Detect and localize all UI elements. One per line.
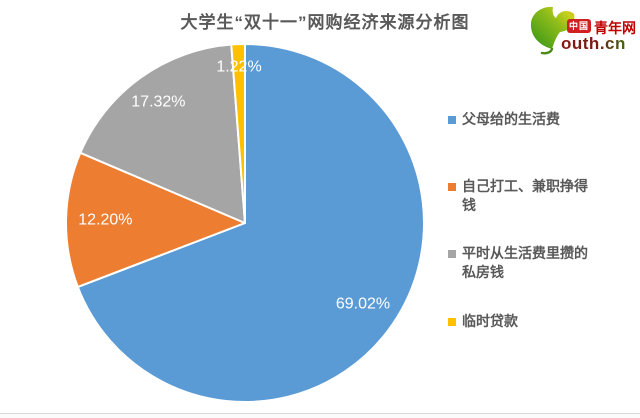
pie-slice-1 — [76, 43, 425, 403]
pie-label-1: 69.02% — [336, 295, 390, 312]
chart-title: 大学生“双十一”网购经济来源分析图 — [180, 13, 470, 32]
youth-cn-logo: 中国 青年网 outh.cn — [526, 3, 638, 55]
pie-label-2: 12.20% — [78, 212, 132, 229]
logo-brand-text: 青年网 — [594, 20, 636, 36]
pie-slice-3 — [79, 43, 246, 224]
pie-slice-2 — [65, 151, 246, 288]
legend-item-3: 平时从生活费里攒的私房钱 — [448, 244, 596, 282]
legend-label: 父母给的生活费 — [462, 111, 560, 127]
pie-slice-4 — [230, 43, 246, 224]
legend-item-1: 父母给的生活费 — [448, 110, 560, 129]
legend-swatch-icon — [448, 183, 456, 191]
legend-swatch-icon — [448, 318, 456, 326]
bottom-band — [0, 414, 640, 418]
legend-swatch-icon — [448, 116, 456, 124]
logo-china-badge: 中国 — [567, 19, 591, 33]
legend-item-2: 自己打工、兼职挣得钱 — [448, 177, 596, 215]
pie-label-3: 17.32% — [131, 94, 185, 111]
pie-label-4: 1.22% — [216, 59, 261, 76]
bottom-divider — [0, 413, 640, 414]
legend: 父母给的生活费自己打工、兼职挣得钱 平时从生活费里攒的私房钱临时贷款 — [448, 105, 628, 345]
legend-label: 自己打工、兼职挣得钱 — [462, 178, 588, 213]
legend-label: 平时从生活费里攒的私房钱 — [462, 245, 588, 280]
logo-domain-text: outh.cn — [561, 34, 626, 53]
legend-swatch-icon — [448, 250, 456, 258]
legend-label: 临时贷款 — [462, 313, 518, 329]
legend-item-4: 临时贷款 — [448, 312, 518, 331]
ginkgo-leaf-icon — [530, 6, 575, 55]
